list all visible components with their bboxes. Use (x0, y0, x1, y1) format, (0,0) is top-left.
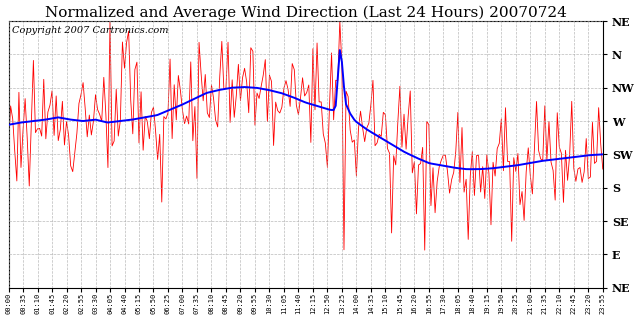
Text: Copyright 2007 Cartronics.com: Copyright 2007 Cartronics.com (12, 27, 168, 36)
Title: Normalized and Average Wind Direction (Last 24 Hours) 20070724: Normalized and Average Wind Direction (L… (45, 5, 566, 20)
